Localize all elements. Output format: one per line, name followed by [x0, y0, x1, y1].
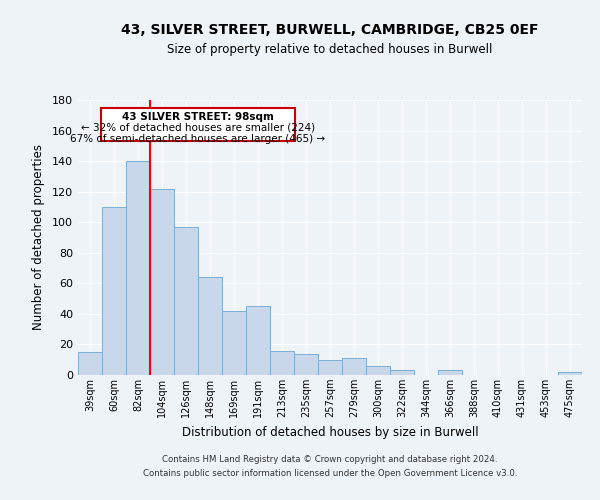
Bar [294, 354, 318, 375]
Bar [270, 350, 294, 375]
Text: ← 32% of detached houses are smaller (224): ← 32% of detached houses are smaller (22… [81, 123, 315, 133]
Bar [318, 360, 342, 375]
X-axis label: Distribution of detached houses by size in Burwell: Distribution of detached houses by size … [182, 426, 478, 438]
Bar [78, 352, 102, 375]
Bar [342, 358, 366, 375]
Bar [174, 227, 198, 375]
Bar [150, 188, 174, 375]
Text: 43 SILVER STREET: 98sqm: 43 SILVER STREET: 98sqm [122, 112, 274, 122]
FancyBboxPatch shape [101, 108, 295, 141]
Bar [222, 311, 246, 375]
Bar [558, 372, 582, 375]
Text: Size of property relative to detached houses in Burwell: Size of property relative to detached ho… [167, 42, 493, 56]
Bar [198, 277, 222, 375]
Bar [102, 207, 126, 375]
Bar [246, 306, 270, 375]
Text: 43, SILVER STREET, BURWELL, CAMBRIDGE, CB25 0EF: 43, SILVER STREET, BURWELL, CAMBRIDGE, C… [121, 22, 539, 36]
Bar [126, 161, 150, 375]
Y-axis label: Number of detached properties: Number of detached properties [32, 144, 45, 330]
Text: Contains HM Land Registry data © Crown copyright and database right 2024.
Contai: Contains HM Land Registry data © Crown c… [143, 456, 517, 477]
Bar [438, 370, 462, 375]
Text: 67% of semi-detached houses are larger (465) →: 67% of semi-detached houses are larger (… [70, 134, 326, 143]
Bar [366, 366, 390, 375]
Bar [390, 370, 414, 375]
